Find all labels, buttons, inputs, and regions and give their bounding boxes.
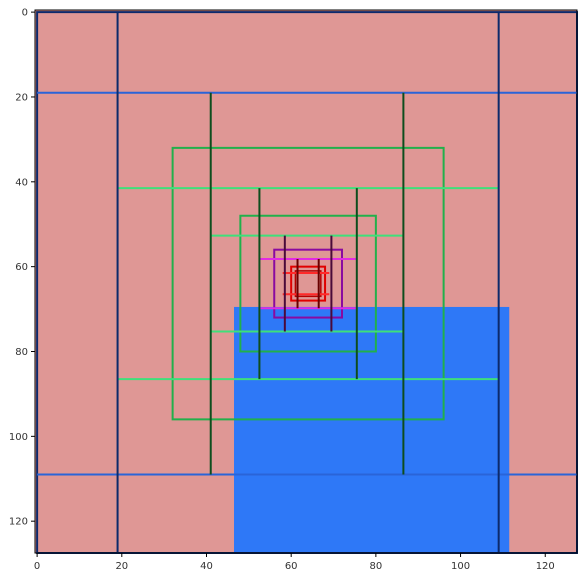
x-tick-label: 120 [536,561,555,572]
chart-marks [36,11,578,554]
y-tick-label: 20 [15,92,28,103]
blue-block [234,306,510,553]
x-tick-label: 100 [451,561,470,572]
x-tick-label: 0 [34,561,40,572]
purple-rect [273,248,343,319]
red-rect-outer [290,265,327,302]
axis-ticks: 0 20 40 60 80 100 120 0 20 40 60 80 100 120 [9,8,555,572]
red-rect-inner [294,270,322,298]
axes-frame [34,9,578,554]
x-tick-label: 60 [285,561,298,572]
y-tick-label: 120 [9,517,28,528]
y-tick-label: 60 [15,262,28,273]
x-tick-label: 40 [200,561,213,572]
green-rect-2 [239,214,377,353]
y-tick-label: 0 [22,8,28,19]
y-tick-label: 100 [9,432,28,443]
x-tick-label: 80 [370,561,383,572]
y-tick-label: 80 [15,347,28,358]
green-rect-1 [171,146,445,421]
y-tick-label: 40 [15,177,28,188]
x-tick-label: 20 [115,561,128,572]
